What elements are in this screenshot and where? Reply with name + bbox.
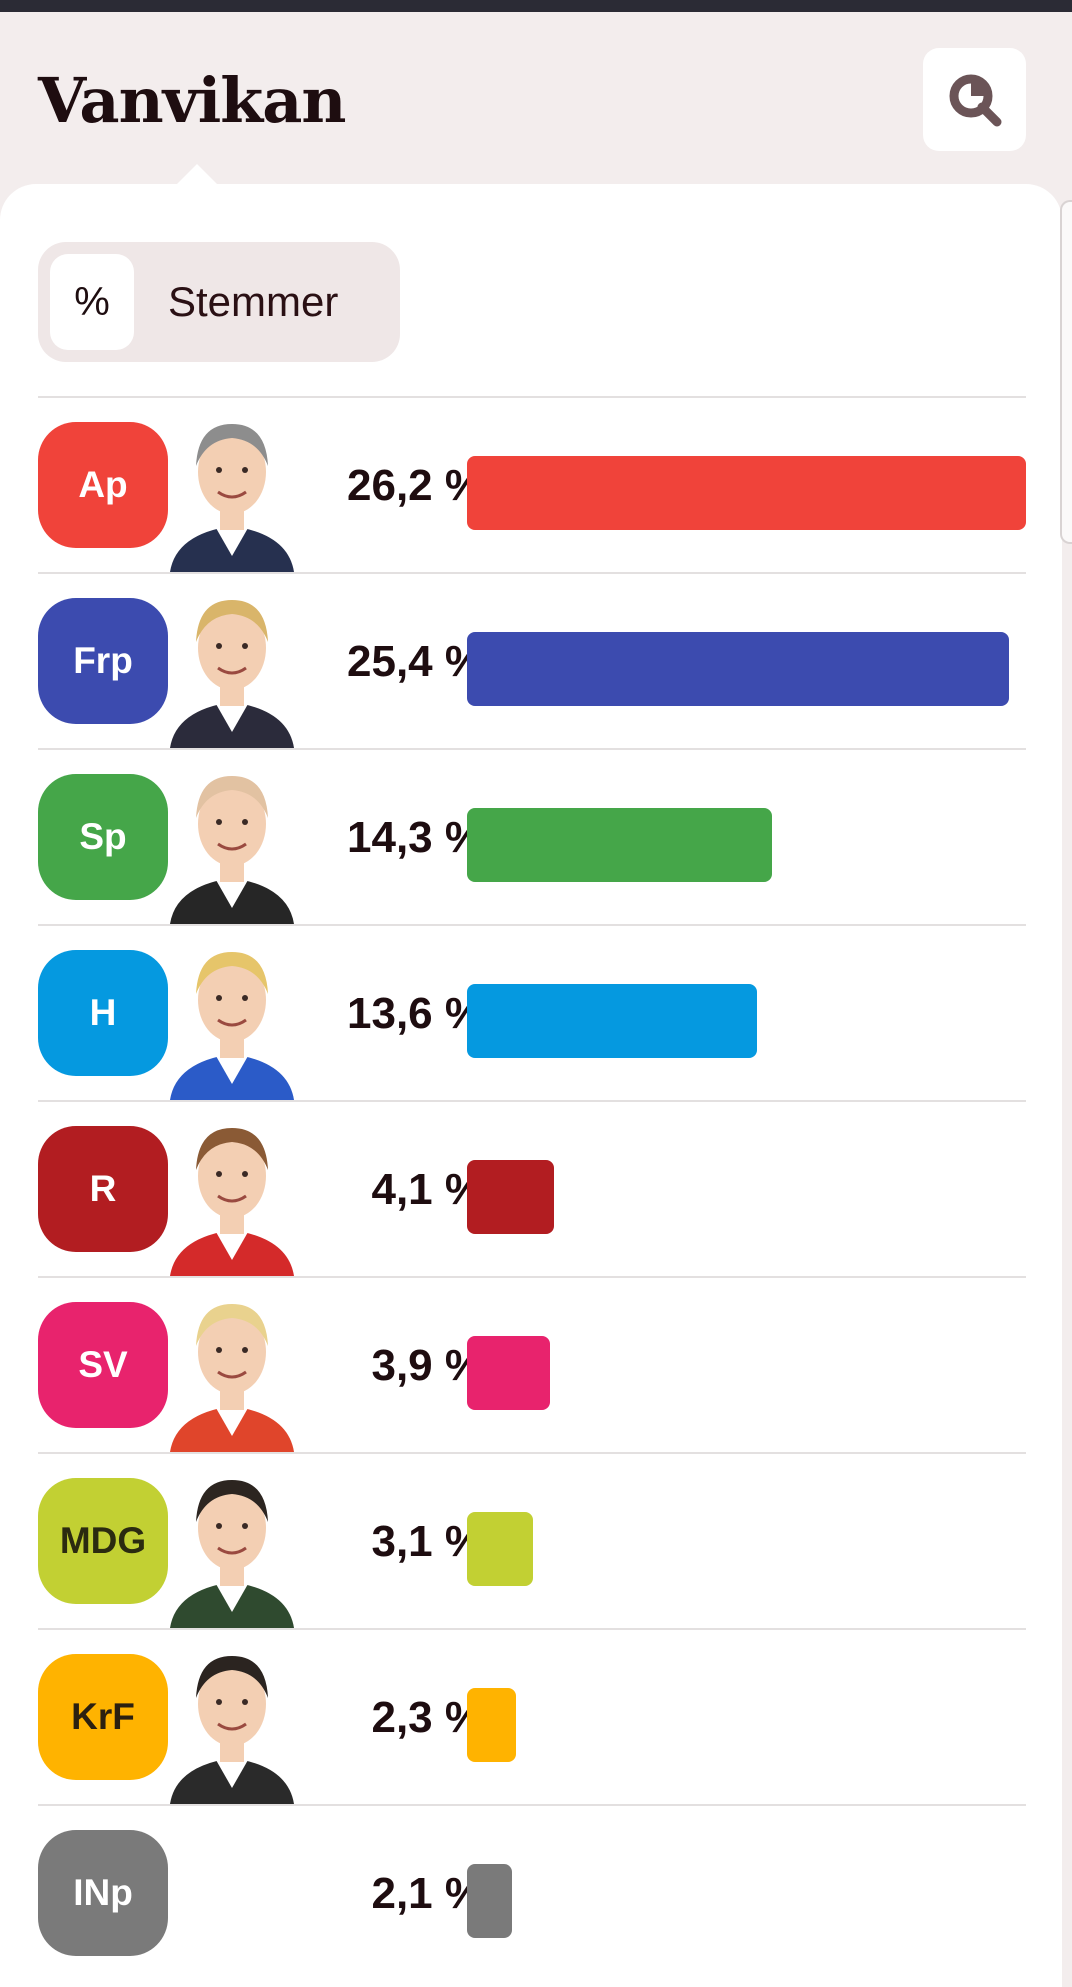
- party-row-sv[interactable]: SV 3,9 %: [38, 1276, 1026, 1452]
- status-bar: [0, 0, 1072, 12]
- candidate-portrait: [170, 424, 294, 572]
- party-row-sp[interactable]: Sp 14,3 %: [38, 748, 1026, 924]
- party-percentage: 4,1 %: [371, 1165, 484, 1214]
- header-notch: [175, 164, 219, 186]
- party-badge: MDG: [38, 1478, 168, 1604]
- party-badge: H: [38, 950, 168, 1076]
- party-badge: SV: [38, 1302, 168, 1428]
- search-button[interactable]: [923, 48, 1026, 151]
- vote-bar: [467, 1160, 554, 1234]
- candidate-portrait: [170, 1480, 294, 1628]
- vote-bar: [467, 1864, 512, 1938]
- toggle-votes-option[interactable]: Stemmer: [168, 278, 339, 325]
- page-title: Vanvikan: [38, 64, 346, 137]
- party-percentage: 25,4 %: [347, 637, 484, 686]
- party-percentage: 26,2 %: [347, 461, 484, 510]
- vote-bar: [467, 456, 1026, 530]
- party-percentage: 2,3 %: [371, 1693, 484, 1742]
- party-percentage: 3,1 %: [371, 1517, 484, 1566]
- party-badge: Sp: [38, 774, 168, 900]
- search-icon: [949, 74, 1002, 127]
- candidate-portrait: [170, 952, 294, 1100]
- party-percentage: 2,1 %: [371, 1869, 484, 1918]
- candidate-portrait: [170, 1128, 294, 1276]
- party-row-krf[interactable]: KrF 2,3 %: [38, 1628, 1026, 1804]
- candidate-portrait: [170, 600, 294, 748]
- party-percentage: 14,3 %: [347, 813, 484, 862]
- display-toggle[interactable]: % Stemmer: [38, 242, 400, 362]
- party-percentage: 3,9 %: [371, 1341, 484, 1390]
- party-badge: INp: [38, 1830, 168, 1956]
- party-row-h[interactable]: H 13,6 %: [38, 924, 1026, 1100]
- vote-bar: [467, 984, 757, 1058]
- vote-bar: [467, 1336, 550, 1410]
- results-list: Ap 26,2 % Frp 25,4 % Sp 14,3 % H 13,6 % R 4,1 % SV…: [38, 396, 1026, 1980]
- party-badge: R: [38, 1126, 168, 1252]
- party-row-mdg[interactable]: MDG 3,1 %: [38, 1452, 1026, 1628]
- candidate-portrait: [170, 1656, 294, 1804]
- toggle-percent-option[interactable]: %: [50, 254, 134, 350]
- party-badge: Ap: [38, 422, 168, 548]
- vote-bar: [467, 1688, 516, 1762]
- vote-bar: [467, 632, 1009, 706]
- vote-bar: [467, 808, 772, 882]
- scrollbar[interactable]: [1060, 200, 1072, 544]
- party-percentage: 13,6 %: [347, 989, 484, 1038]
- vote-bar: [467, 1512, 533, 1586]
- party-row-r[interactable]: R 4,1 %: [38, 1100, 1026, 1276]
- page-header: Vanvikan: [0, 12, 1072, 184]
- party-badge: KrF: [38, 1654, 168, 1780]
- party-row-ap[interactable]: Ap 26,2 %: [38, 396, 1026, 572]
- party-badge: Frp: [38, 598, 168, 724]
- candidate-portrait: [170, 776, 294, 924]
- party-row-inp[interactable]: INp 2,1 %: [38, 1804, 1026, 1980]
- candidate-portrait: [170, 1304, 294, 1452]
- party-row-frp[interactable]: Frp 25,4 %: [38, 572, 1026, 748]
